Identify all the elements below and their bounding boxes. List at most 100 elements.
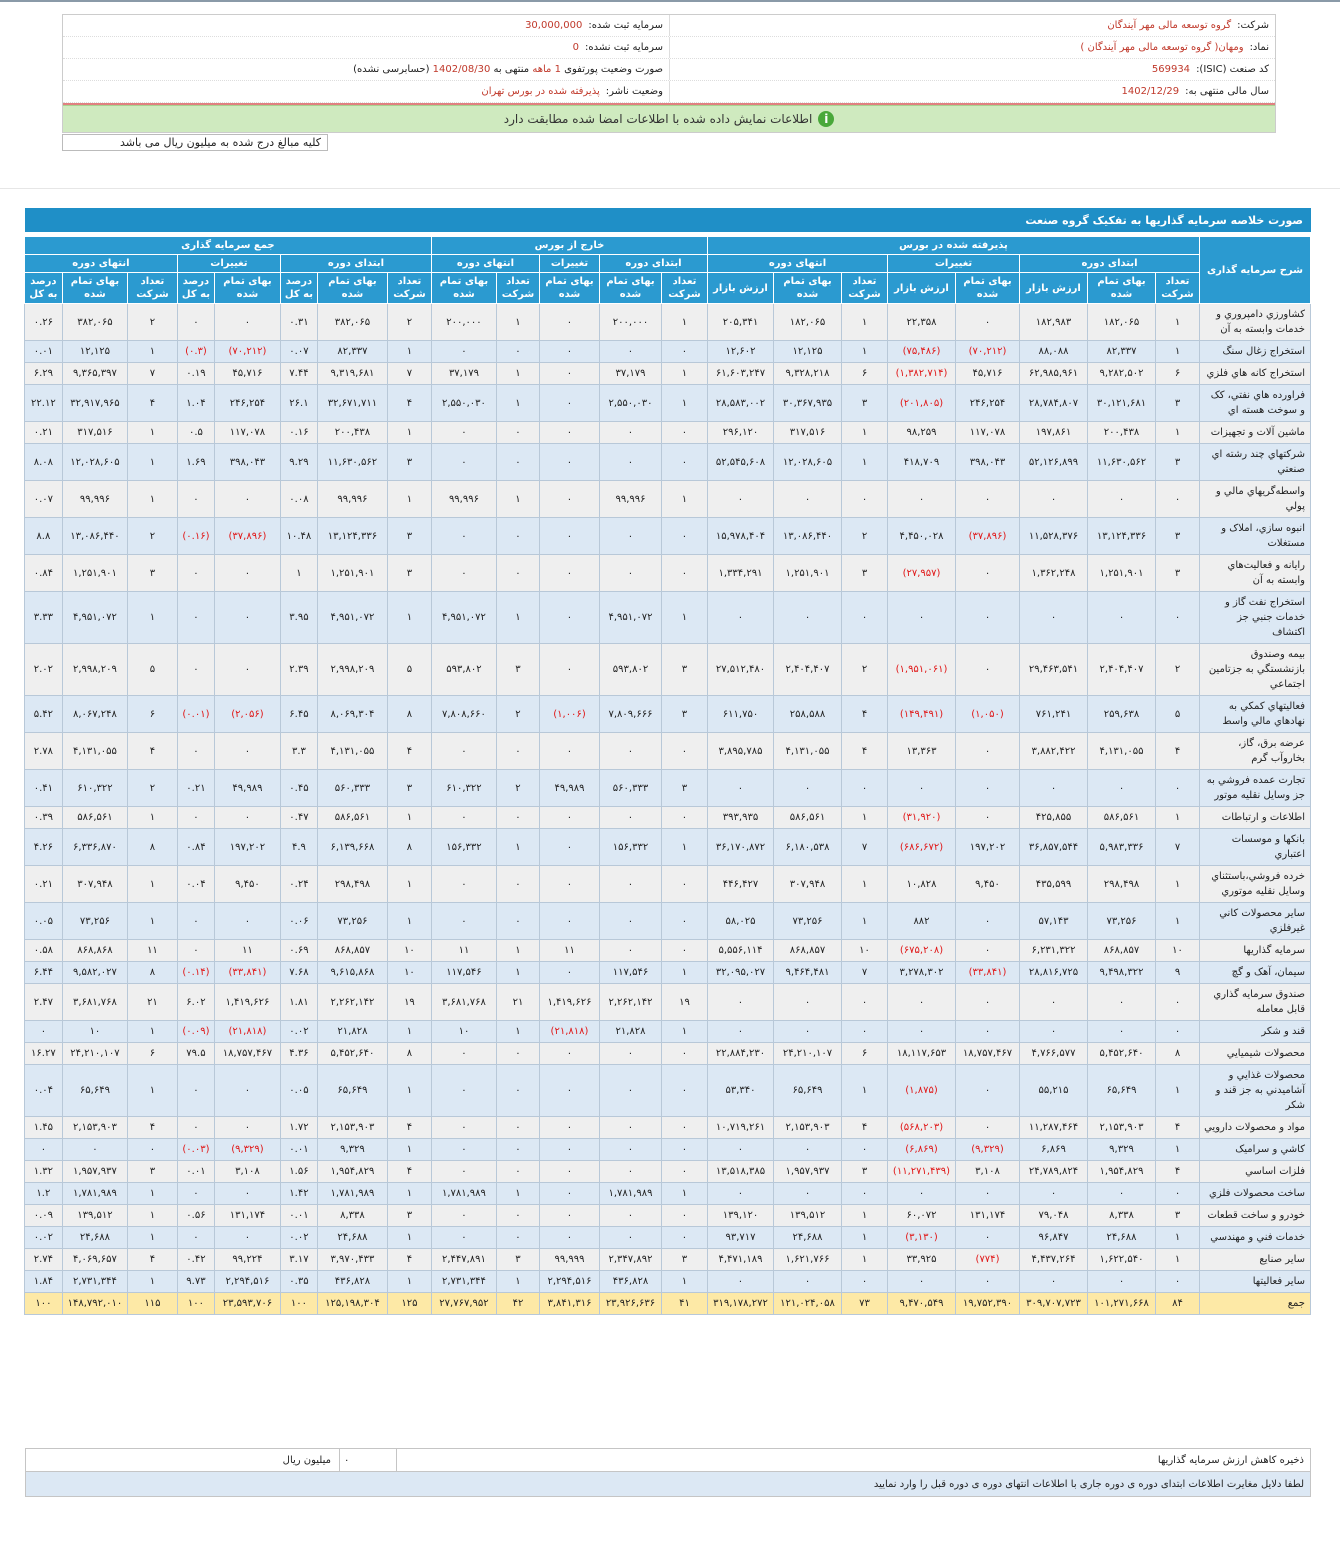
summary-table: شرح سرمایه گذاری پذیرفته شده در بورس خارج …: [23, 236, 1311, 1315]
cell: ۰: [598, 1064, 662, 1117]
cell: ۰: [887, 1270, 956, 1293]
top-line: [0, 0, 1340, 2]
cell: ۷: [386, 362, 432, 385]
row-label: بيمه وصندوق بازنشستگي به جزتامين اجتماعي: [1199, 643, 1311, 696]
cell: (۶,۸۶۹): [887, 1138, 956, 1161]
cell: ۵,۴۵۲,۶۴۰: [316, 1042, 388, 1065]
cell: ۰: [1087, 983, 1156, 1021]
cell: ۴۱۸,۷۰۹: [887, 443, 956, 481]
cell: ۲۴,۶۸۸: [773, 1226, 842, 1249]
value: پذیرفته شده در بورس تهران: [481, 86, 600, 97]
cell: ۰.۰۷: [279, 340, 318, 363]
cell: ۷,۸۰۸,۶۶۰: [430, 695, 497, 733]
cell: ۲,۳۴۷,۸۹۲: [598, 1248, 662, 1271]
cell: ۱: [495, 939, 540, 962]
cell: ۱: [841, 1204, 888, 1227]
group-header: جمع سرمایه گذاری: [23, 236, 432, 255]
cell: ۰.۰۱: [279, 1138, 318, 1161]
cell: ۲,۱۵۳,۹۰۳: [61, 1116, 128, 1139]
cell: (۳۷,۸۹۶): [213, 517, 281, 555]
cell: ۰.۶۹: [279, 939, 318, 962]
cell: ۱۳,۱۲۴,۳۳۶: [1087, 517, 1156, 555]
cell: ۸: [126, 961, 178, 984]
cell: ۲۰۰,۰۰۰: [598, 303, 662, 341]
cell: ۰: [495, 1160, 540, 1183]
cell: ۴,۴۷۱,۱۸۹: [706, 1248, 775, 1271]
cell: ۴,۹۵۱,۰۷۲: [430, 591, 497, 644]
cell: ۷۳,۲۵۶: [316, 902, 388, 940]
cell: ۰: [660, 1064, 708, 1117]
cell: (۳۷,۸۹۶): [955, 517, 1020, 555]
cell: ۰: [598, 865, 662, 903]
cell: ۰.۰۱: [279, 1204, 318, 1227]
cell: ۰: [538, 1204, 600, 1227]
cell: ۲: [126, 303, 178, 341]
column-header: بهای تمام شده: [430, 272, 497, 304]
cell: (۵۶۸,۲۰۳): [887, 1116, 956, 1139]
cell: ۱,۲۵۱,۹۰۱: [61, 554, 128, 592]
cell: ۱: [495, 362, 540, 385]
cell: ۱۰,۷۱۹,۲۶۱: [706, 1116, 775, 1139]
cell: ۰: [495, 554, 540, 592]
cell: ۲: [841, 517, 888, 555]
cell: ۹,۴۵۰: [955, 865, 1020, 903]
table-title: صورت خلاصه سرمایه گذاریها به تفکیک گروه …: [25, 208, 1311, 232]
cell: ۰: [660, 517, 708, 555]
column-header: درصد به کل: [279, 272, 318, 304]
cell: ۲.۴۷: [23, 983, 63, 1021]
cell: ۰: [660, 1204, 708, 1227]
cell: ۰.۰۵: [23, 902, 63, 940]
cell: (۱,۰۰۶): [538, 695, 600, 733]
cell: ۰: [538, 1138, 600, 1161]
cell: ۱.۷۲: [279, 1116, 318, 1139]
cell: ۰: [61, 1138, 128, 1161]
cell: ۰.۲۴: [279, 865, 318, 903]
cell: ۰: [660, 1160, 708, 1183]
cell: ۱: [841, 806, 888, 829]
cell: ۳: [126, 1160, 178, 1183]
company-info: شرکت: گروه توسعه مالی مهر آیندگان سرمایه …: [62, 14, 1276, 133]
cell: ۷: [126, 362, 178, 385]
cell: ۳: [386, 554, 432, 592]
cell: ۵۶۰,۳۳۳: [316, 769, 388, 807]
cell: ۶: [126, 1042, 178, 1065]
cell: ۱: [660, 1182, 708, 1205]
cell: ۱: [660, 961, 708, 984]
cell: ۱۸,۱۱۷,۶۵۳: [887, 1042, 956, 1065]
cell: ۵۲,۵۴۵,۶۰۸: [706, 443, 775, 481]
cell: ۲,۱۵۳,۹۰۳: [1087, 1116, 1156, 1139]
cell: ۲۴۶,۲۵۴: [213, 384, 281, 422]
cell: ۰: [841, 591, 888, 644]
cell: ۳: [386, 1204, 432, 1227]
period-header: ابتدای دوره: [598, 254, 708, 273]
cell: ۱,۴۱۹,۶۲۶: [213, 983, 281, 1021]
separator: [0, 188, 1340, 189]
cell: ۰: [430, 902, 497, 940]
row-label: شرکتهاي چند رشته اي صنعتي: [1199, 443, 1311, 481]
cell: ۲۰۰,۴۳۸: [1087, 421, 1156, 444]
cell: ۳۸۲,۰۶۵: [316, 303, 388, 341]
cell: ۰: [23, 1138, 63, 1161]
cell: ۰.۰۶: [279, 902, 318, 940]
cell: ۰: [430, 1204, 497, 1227]
cell: ۱۵,۹۷۸,۴۰۴: [706, 517, 775, 555]
value: 569934: [1151, 64, 1191, 75]
cell: ۱۸۲,۰۶۵: [1087, 303, 1156, 341]
cell: ۱: [660, 384, 708, 422]
cell: ۱۲,۱۲۵: [773, 340, 842, 363]
row-label: صندوق سرمايه گذاري قابل معامله: [1199, 983, 1311, 1021]
cell: ۸,۰۶۹,۳۰۴: [316, 695, 388, 733]
cell: ۰: [887, 983, 956, 1021]
row-label: رايانه و فعاليت‌هاي وابسته به آن: [1199, 554, 1311, 592]
cell: ۱۲,۱۲۵: [61, 340, 128, 363]
cell: ۲,۲۶۲,۱۴۲: [598, 983, 662, 1021]
cell: ۲: [495, 769, 540, 807]
cell: ۴.۹: [279, 828, 318, 866]
row-label: سيمان، آهک و گچ: [1199, 961, 1311, 984]
reserve-unit: میلیون ریال: [282, 1454, 331, 1466]
cell: ۱: [126, 340, 178, 363]
cell: ۰: [213, 1226, 281, 1249]
row-label: ساير صنايع: [1199, 1248, 1311, 1271]
cell: ۴: [126, 384, 178, 422]
cell: ۲,۲۶۲,۱۴۲: [316, 983, 388, 1021]
